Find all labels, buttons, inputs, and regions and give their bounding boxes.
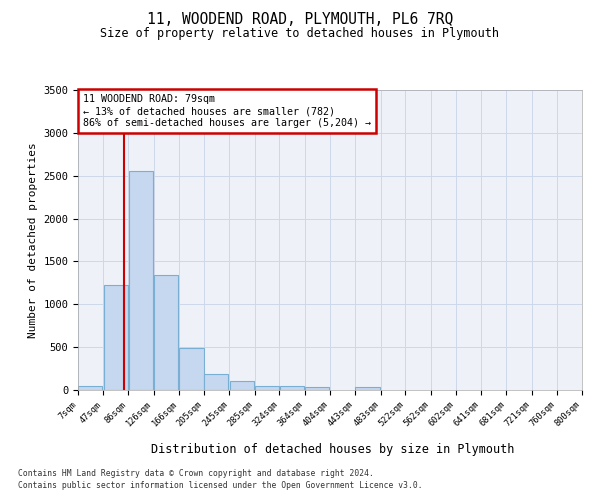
Text: Size of property relative to detached houses in Plymouth: Size of property relative to detached ho…	[101, 28, 499, 40]
Bar	[204, 374, 229, 390]
Bar	[305, 387, 329, 390]
Bar	[230, 381, 254, 390]
Text: 11, WOODEND ROAD, PLYMOUTH, PL6 7RQ: 11, WOODEND ROAD, PLYMOUTH, PL6 7RQ	[147, 12, 453, 28]
Text: Contains HM Land Registry data © Crown copyright and database right 2024.: Contains HM Land Registry data © Crown c…	[18, 468, 374, 477]
Bar	[179, 348, 203, 390]
Bar	[154, 275, 178, 390]
Bar	[128, 170, 152, 390]
Y-axis label: Number of detached properties: Number of detached properties	[28, 142, 38, 338]
Bar	[355, 387, 380, 390]
Text: 11 WOODEND ROAD: 79sqm
← 13% of detached houses are smaller (782)
86% of semi-de: 11 WOODEND ROAD: 79sqm ← 13% of detached…	[83, 94, 371, 128]
Bar	[104, 284, 128, 390]
Bar	[255, 386, 279, 390]
Text: Contains public sector information licensed under the Open Government Licence v3: Contains public sector information licen…	[18, 481, 422, 490]
Bar	[280, 386, 304, 390]
Bar	[79, 386, 103, 390]
Text: Distribution of detached houses by size in Plymouth: Distribution of detached houses by size …	[151, 442, 515, 456]
